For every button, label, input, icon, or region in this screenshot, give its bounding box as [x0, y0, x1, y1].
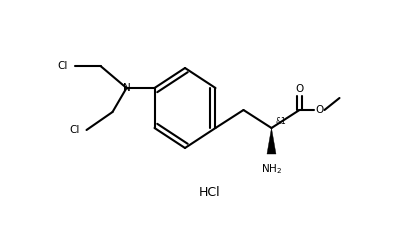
Polygon shape	[267, 128, 276, 154]
Text: Cl: Cl	[69, 125, 79, 135]
Text: NH$_2$: NH$_2$	[261, 162, 282, 176]
Text: &1: &1	[275, 117, 286, 126]
Text: Cl: Cl	[57, 61, 67, 71]
Text: HCl: HCl	[199, 185, 221, 199]
Text: O: O	[295, 84, 304, 94]
Text: O: O	[315, 105, 324, 115]
Text: N: N	[122, 83, 130, 93]
